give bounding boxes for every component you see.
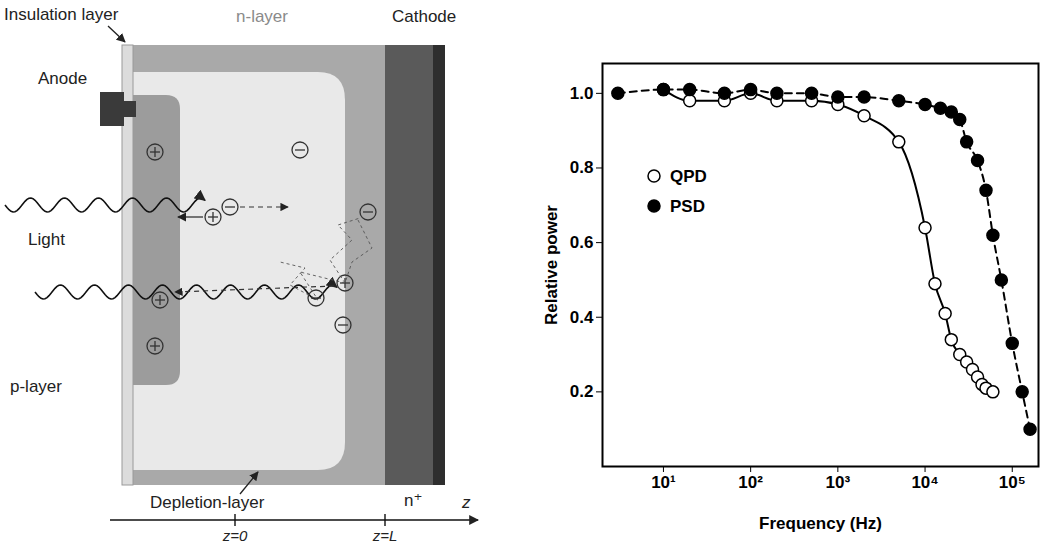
svg-text:Relative power: Relative power — [542, 205, 561, 325]
svg-text:0.2: 0.2 — [570, 382, 594, 401]
svg-text:z: z — [461, 493, 471, 512]
svg-text:10⁵: 10⁵ — [999, 473, 1026, 492]
svg-text:10¹: 10¹ — [651, 473, 676, 492]
svg-text:0.8: 0.8 — [570, 158, 594, 177]
svg-text:Light: Light — [28, 230, 65, 249]
svg-text:Depletion-layer: Depletion-layer — [150, 493, 265, 512]
svg-text:n⁺: n⁺ — [404, 491, 422, 510]
svg-text:10⁴: 10⁴ — [911, 473, 938, 492]
svg-text:0.6: 0.6 — [570, 233, 594, 252]
svg-text:10³: 10³ — [826, 473, 851, 492]
svg-text:1.0: 1.0 — [570, 84, 594, 103]
svg-text:p-layer: p-layer — [10, 377, 62, 396]
svg-text:Cathode: Cathode — [392, 7, 456, 26]
svg-text:z=L: z=L — [372, 527, 398, 544]
svg-text:0.4: 0.4 — [570, 308, 594, 327]
svg-text:Anode: Anode — [38, 69, 87, 88]
svg-text:Frequency (Hz): Frequency (Hz) — [759, 514, 882, 533]
svg-text:QPD: QPD — [670, 167, 707, 186]
svg-text:PSD: PSD — [670, 197, 705, 216]
svg-text:z=0: z=0 — [222, 527, 248, 544]
svg-text:10²: 10² — [738, 473, 763, 492]
svg-text:n-layer: n-layer — [236, 7, 288, 26]
svg-text:Insulation layer: Insulation layer — [4, 5, 119, 24]
